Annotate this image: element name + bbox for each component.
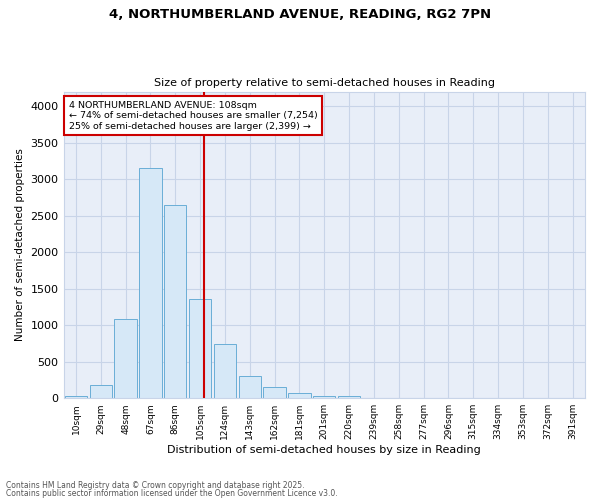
Bar [115,320,137,398]
Bar [164,206,187,398]
Bar [313,396,335,398]
Title: Size of property relative to semi-detached houses in Reading: Size of property relative to semi-detach… [154,78,495,88]
Text: 4, NORTHUMBERLAND AVENUE, READING, RG2 7PN: 4, NORTHUMBERLAND AVENUE, READING, RG2 7… [109,8,491,20]
X-axis label: Distribution of semi-detached houses by size in Reading: Distribution of semi-detached houses by … [167,445,481,455]
Text: Contains public sector information licensed under the Open Government Licence v3: Contains public sector information licen… [6,488,338,498]
Bar [263,387,286,398]
Bar [89,384,112,398]
Text: 4 NORTHUMBERLAND AVENUE: 108sqm
← 74% of semi-detached houses are smaller (7,254: 4 NORTHUMBERLAND AVENUE: 108sqm ← 74% of… [69,101,317,130]
Text: Contains HM Land Registry data © Crown copyright and database right 2025.: Contains HM Land Registry data © Crown c… [6,481,305,490]
Bar [65,396,87,398]
Bar [214,344,236,398]
Bar [288,394,311,398]
Bar [239,376,261,398]
Bar [338,396,360,398]
Bar [189,299,211,398]
Y-axis label: Number of semi-detached properties: Number of semi-detached properties [15,148,25,342]
Bar [139,168,161,398]
